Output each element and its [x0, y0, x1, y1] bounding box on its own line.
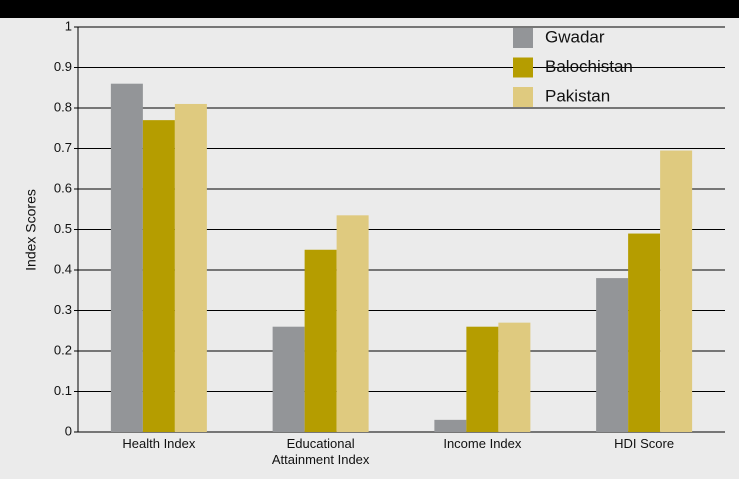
y-tick-label: 1 — [65, 18, 72, 33]
x-tick-label: Educational Attainment Index — [271, 436, 370, 467]
bar — [466, 326, 499, 432]
bar — [498, 322, 531, 432]
bar — [272, 326, 305, 432]
y-tick-label: 0.4 — [54, 261, 72, 276]
y-tick-label: 0.3 — [54, 302, 72, 317]
y-tick-label: 0 — [65, 423, 72, 438]
y-tick-label: 0.8 — [54, 99, 72, 114]
legend-label: Balochistan — [545, 57, 633, 76]
bar — [596, 278, 629, 432]
legend-swatch — [513, 28, 533, 48]
x-tick-label: Health Index — [122, 436, 196, 451]
bar — [660, 150, 693, 432]
bar — [434, 419, 467, 432]
x-tick-label: Income Index — [443, 436, 522, 451]
y-axis-label: Index Scores — [23, 189, 39, 271]
y-tick-label: 0.1 — [54, 383, 72, 398]
bar — [142, 120, 175, 433]
legend-swatch — [513, 57, 533, 78]
y-tick-label: 0.2 — [54, 342, 72, 357]
bar — [304, 249, 337, 432]
bar — [628, 233, 661, 432]
legend-swatch — [513, 87, 533, 107]
y-tick-label: 0.5 — [54, 221, 72, 236]
y-tick-label: 0.6 — [54, 180, 72, 195]
header-bar — [0, 0, 739, 18]
bar — [336, 215, 369, 432]
y-tick-label: 0.7 — [54, 140, 72, 155]
bar — [110, 83, 143, 432]
legend-label: Gwadar — [545, 27, 605, 46]
x-tick-label: HDI Score — [614, 436, 675, 451]
bar — [174, 103, 207, 432]
y-tick-label: 0.9 — [54, 59, 72, 74]
legend-label: Pakistan — [545, 86, 610, 105]
